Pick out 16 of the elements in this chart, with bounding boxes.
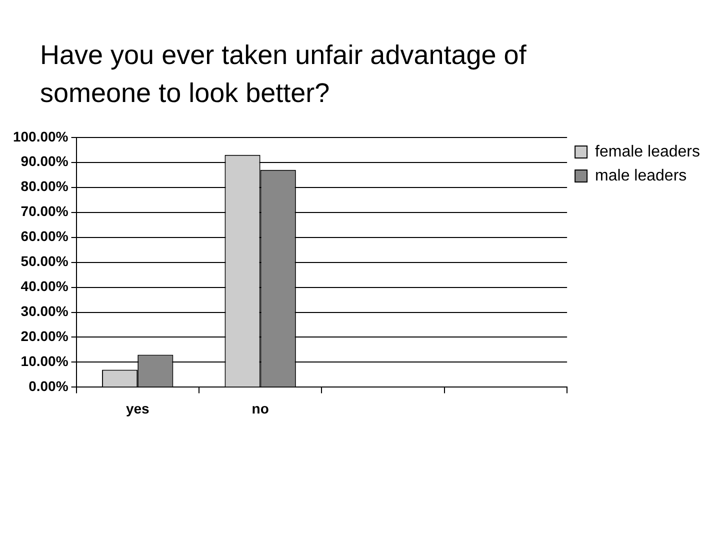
legend-label: male leaders xyxy=(595,167,687,184)
x-tick-label: yes xyxy=(126,400,150,416)
chart-title: Have you ever taken unfair advantage of someone to look better? xyxy=(40,39,528,110)
y-tick-label: 50.00% xyxy=(20,253,69,270)
y-tick-label: 40.00% xyxy=(20,278,69,294)
y-tick-label: 10.00% xyxy=(20,353,69,370)
y-tick-label: 70.00% xyxy=(20,203,69,220)
y-tick-label: 100.00% xyxy=(12,128,69,144)
x-tick-label: no xyxy=(252,400,269,416)
y-tick-label: 30.00% xyxy=(20,303,69,320)
legend-label: female leaders xyxy=(595,143,700,160)
y-tick-label: 90.00% xyxy=(20,153,69,170)
y-tick-label: 0.00% xyxy=(28,378,69,394)
y-tick-label: 80.00% xyxy=(20,178,69,194)
y-tick-label: 60.00% xyxy=(20,228,69,244)
y-tick-label: 20.00% xyxy=(20,328,69,344)
